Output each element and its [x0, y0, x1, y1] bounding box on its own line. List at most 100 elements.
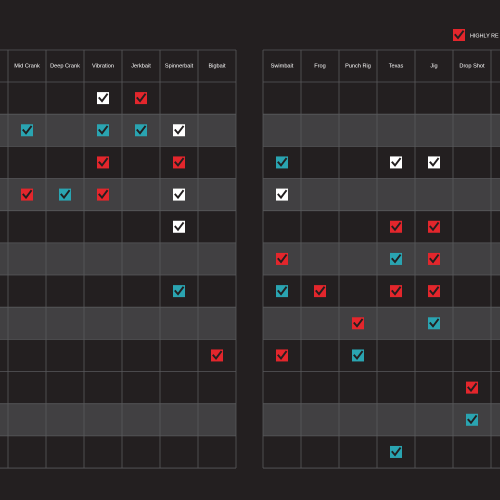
checkbox	[466, 381, 478, 394]
checkbox	[173, 285, 185, 298]
checkbox	[390, 156, 402, 169]
checkmark	[22, 189, 33, 200]
column-header: Deep Crank	[50, 63, 80, 69]
row-stripe	[263, 242, 500, 276]
checkmark	[98, 125, 109, 135]
checkbox	[97, 188, 109, 201]
checkbox	[390, 252, 402, 265]
checkbox	[135, 124, 147, 137]
checkbox	[390, 285, 402, 298]
checkbox	[97, 124, 109, 137]
checkbox	[173, 220, 185, 233]
checkmark	[391, 447, 402, 457]
checkbox	[59, 188, 71, 201]
checkbox	[173, 124, 185, 137]
legend: HIGHLY RE	[453, 29, 499, 41]
checkbox	[276, 349, 288, 362]
checkmark	[391, 157, 402, 167]
checkmark	[467, 382, 478, 393]
checkmark	[98, 189, 109, 200]
checkmark	[277, 350, 288, 360]
column-header: Bigbait	[208, 63, 226, 69]
checkbox	[135, 92, 147, 105]
checkmark	[429, 157, 440, 167]
checkmark	[467, 414, 478, 425]
checkmark	[315, 286, 326, 296]
checkmark	[429, 221, 440, 232]
checkbox	[97, 92, 109, 105]
row-stripe	[0, 242, 236, 276]
row-stripe	[263, 307, 500, 340]
checkbox	[428, 285, 440, 298]
checkbox	[314, 285, 326, 298]
checkmark	[60, 189, 71, 200]
checkbox	[428, 156, 440, 169]
column-header: Drop Shot	[459, 63, 485, 69]
checkmark	[174, 189, 185, 200]
checkmark	[98, 157, 109, 167]
checkbox	[21, 124, 33, 137]
column-header: Punch Rig	[345, 63, 371, 69]
checkmark	[391, 254, 402, 264]
checkmark	[454, 30, 465, 40]
checkmark	[174, 221, 185, 232]
checkmark	[429, 254, 440, 264]
checkmark	[429, 286, 440, 296]
column-header: Texas	[389, 63, 404, 69]
column-header: Vibration	[92, 63, 114, 69]
checkbox	[352, 349, 364, 362]
checkbox	[466, 413, 478, 426]
column-header: Swimbait	[271, 63, 294, 69]
checkbox	[173, 188, 185, 201]
checkmark	[174, 286, 185, 296]
checkbox	[97, 156, 109, 169]
row-stripe	[263, 114, 500, 147]
checkmark	[391, 286, 402, 296]
checkbox	[173, 156, 185, 169]
checkbox	[428, 317, 440, 330]
checkbox	[276, 156, 288, 169]
checkmark	[98, 93, 109, 103]
row-stripe	[0, 178, 236, 211]
row-stripe	[0, 307, 236, 340]
column-header: Jerkbait	[131, 63, 151, 69]
checkbox	[428, 252, 440, 265]
checkmark	[277, 189, 288, 200]
row-stripe	[0, 114, 236, 147]
table: Mid Crank Deep Crank Vibration Jerkbait Spin…	[0, 49, 237, 469]
checkbox	[211, 349, 223, 362]
checkmark	[429, 318, 440, 328]
checkmark	[136, 125, 147, 135]
checkmark	[277, 254, 288, 264]
checkbox	[390, 220, 402, 233]
checkmark	[353, 318, 364, 328]
checkbox	[21, 188, 33, 201]
checkmark	[391, 221, 402, 232]
checkbox	[453, 29, 465, 41]
checkmark	[353, 350, 364, 360]
checkmark	[22, 125, 33, 135]
column-header: Frog	[314, 63, 326, 69]
checkbox	[428, 220, 440, 233]
row-stripe	[263, 178, 500, 211]
checkbox	[276, 188, 288, 201]
checkbox	[276, 285, 288, 298]
column-header: Jig	[430, 63, 437, 69]
checkbox	[352, 317, 364, 330]
legend-label: HIGHLY RE	[470, 33, 499, 39]
checkmark	[174, 157, 185, 167]
column-header: Spinnerbait	[165, 63, 194, 69]
checkmark	[277, 286, 288, 296]
checkmark	[136, 93, 147, 103]
checkbox	[390, 445, 402, 458]
checkmark	[277, 157, 288, 167]
table: Swimbait Frog Punch Rig Texas Jig Drop Shot	[262, 49, 500, 469]
checkmark	[212, 350, 223, 360]
row-stripe	[263, 403, 500, 436]
checkmark	[174, 125, 185, 135]
column-header: Mid Crank	[14, 63, 40, 69]
row-stripe	[0, 403, 236, 436]
checkbox	[276, 252, 288, 265]
